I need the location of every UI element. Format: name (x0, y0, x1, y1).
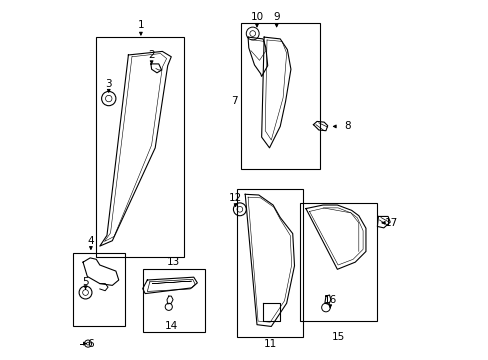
Text: 6: 6 (87, 339, 94, 348)
Bar (142, 269, 205, 332)
Text: 13: 13 (166, 257, 179, 267)
Text: 8: 8 (344, 121, 350, 131)
Bar (96, 37, 183, 257)
Text: 4: 4 (87, 236, 94, 246)
Text: 10: 10 (250, 13, 263, 22)
Text: 17: 17 (384, 218, 397, 228)
Text: 14: 14 (164, 321, 178, 332)
Bar (73, 253, 124, 327)
Text: 5: 5 (82, 277, 89, 287)
Text: 9: 9 (273, 13, 280, 22)
Bar (299, 203, 376, 321)
Text: 1: 1 (137, 19, 144, 30)
Text: 16: 16 (323, 295, 336, 305)
Text: 11: 11 (263, 339, 276, 348)
Text: 7: 7 (230, 96, 237, 107)
Bar (237, 189, 303, 337)
Text: 3: 3 (105, 78, 112, 89)
Text: 2: 2 (148, 50, 155, 60)
Text: 15: 15 (331, 332, 344, 342)
Bar (241, 23, 319, 169)
Text: 12: 12 (228, 193, 242, 203)
